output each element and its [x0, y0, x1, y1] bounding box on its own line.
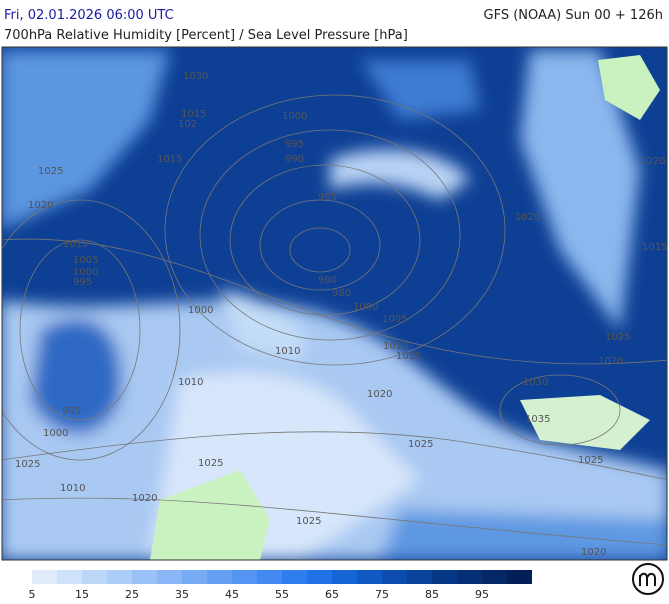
- isobar-labels: 1030101510210009959901015102510209851010…: [15, 71, 667, 558]
- colorbar-step: [82, 570, 107, 584]
- colorbar-tick-label: 5: [29, 588, 36, 600]
- date: Fri, 02.01.2026 06:00 UTC: [4, 8, 174, 23]
- isobar-label: 985: [318, 192, 337, 203]
- colorbar-step: [407, 570, 432, 584]
- isobar-label: 1025: [578, 455, 603, 466]
- isobar-label: 1020: [640, 156, 665, 167]
- colorbar: 5 15 25 35 45 55 65 75 85 95: [29, 570, 532, 601]
- isobar-label: 1015: [642, 242, 667, 253]
- isobar-label: 995: [285, 139, 304, 150]
- colorbar-tick-label: 55: [275, 588, 289, 600]
- isobar-label: 1000: [43, 428, 68, 439]
- isobar-label: 1000: [353, 302, 378, 313]
- isobar-label: 990: [285, 154, 304, 165]
- isobar-label: 980: [332, 288, 351, 299]
- isobar-label: 1020: [132, 493, 157, 504]
- colorbar-tick-label: 35: [175, 588, 189, 600]
- colorbar-step: [507, 570, 532, 584]
- colorbar-step: [432, 570, 457, 584]
- colorbar-step: [257, 570, 282, 584]
- colorbar-tick-label: 75: [375, 588, 389, 600]
- colorbar-tick-label: 65: [325, 588, 339, 600]
- colorbar-step: [232, 570, 257, 584]
- colorbar-step: [332, 570, 357, 584]
- colorbar-step: [107, 570, 132, 584]
- isobar-label: 1020: [367, 389, 392, 400]
- logo-mark: [639, 572, 656, 586]
- isobar-label: 1025: [408, 439, 433, 450]
- isobar-label: 102: [178, 119, 197, 130]
- isobar-label: 1005: [73, 255, 98, 266]
- isobar-label: 1000: [73, 267, 98, 278]
- colorbar-tick-label: 85: [425, 588, 439, 600]
- isobar-label: 1030: [523, 377, 548, 388]
- isobar-label: 1015: [396, 351, 421, 362]
- isobar-label: 995: [62, 406, 81, 417]
- colorbar-tick-label: 45: [225, 588, 239, 600]
- isobar-label: 1025: [605, 332, 630, 343]
- colorbar-step: [457, 570, 482, 584]
- colorbar-step: [57, 570, 82, 584]
- land-dry: [598, 55, 660, 120]
- isobar-label: 1025: [198, 458, 223, 469]
- land-dry: [520, 395, 650, 450]
- isobar-label: 1010: [60, 483, 85, 494]
- isobar-label: 990: [318, 275, 337, 286]
- isobar-label: 1025: [15, 459, 40, 470]
- colorbar-step: [182, 570, 207, 584]
- colorbar-step: [282, 570, 307, 584]
- isobar-label: 1015: [157, 154, 182, 165]
- colorbar-tick-label: 15: [75, 588, 89, 600]
- colorbar-step: [32, 570, 57, 584]
- isobar-label: 1010: [63, 239, 88, 250]
- isobar-label: 1000: [188, 305, 213, 316]
- isobar-label: 1020: [581, 547, 606, 558]
- land-dry: [150, 470, 270, 560]
- colorbar-step: [357, 570, 382, 584]
- colorbar-step: [482, 570, 507, 584]
- isobar-label: 1010: [383, 341, 408, 352]
- map-frame: [1, 46, 668, 561]
- isobar-label: 1000: [282, 111, 307, 122]
- isobar-label: 1020: [598, 356, 623, 367]
- model-info: GFS (NOAA) Sun 00 + 126h: [484, 8, 663, 23]
- isobar-label: 1020: [515, 212, 540, 223]
- isobar-label: 1020: [28, 200, 53, 211]
- colorbar-tick-label: 95: [475, 588, 489, 600]
- colorbar-step: [307, 570, 332, 584]
- isobar-label: 1030: [183, 71, 208, 82]
- isobar-label: 995: [73, 277, 92, 288]
- isobar-label: 1010: [178, 377, 203, 388]
- isobar-label: 1025: [38, 166, 63, 177]
- map-title: 700hPa Relative Humidity [Percent] / Sea…: [4, 28, 408, 43]
- colorbar-step: [207, 570, 232, 584]
- colorbar-step: [382, 570, 407, 584]
- isobar-label: 1035: [525, 414, 550, 425]
- colorbar-step: [157, 570, 182, 584]
- colorbar-tick-label: 25: [125, 588, 139, 600]
- isobar-label: 1010: [275, 346, 300, 357]
- isobars: [2, 94, 667, 546]
- map: [2, 47, 667, 560]
- isobar-label: 1025: [296, 516, 321, 527]
- isobar-label: 1015: [181, 109, 206, 120]
- isobar-label: 1005: [382, 314, 407, 325]
- colorbar-step: [132, 570, 157, 584]
